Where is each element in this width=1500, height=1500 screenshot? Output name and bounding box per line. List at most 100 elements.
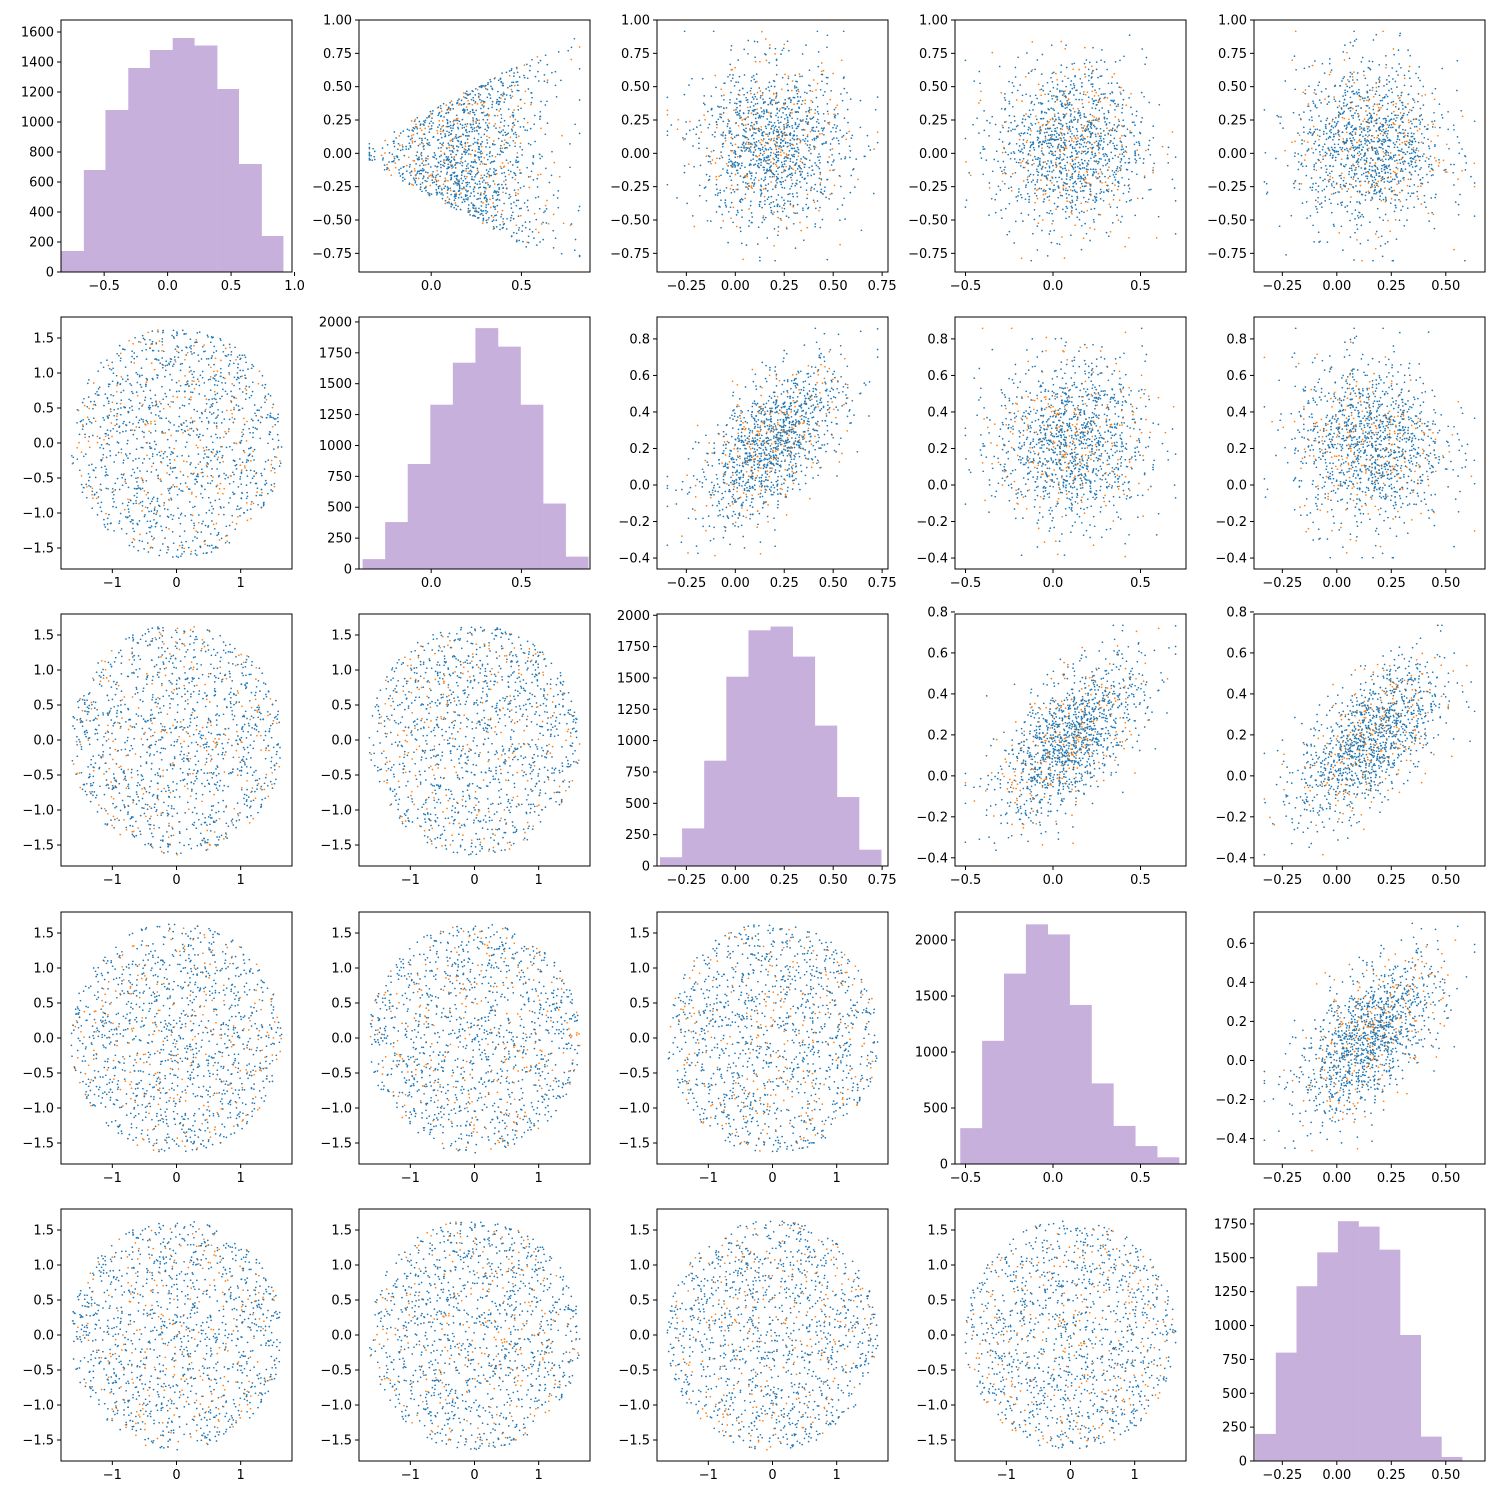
scatter-point (781, 210, 784, 213)
scatter-point (764, 38, 767, 40)
histogram-bar (814, 725, 838, 866)
scatter-point (1395, 102, 1397, 105)
scatter-point (463, 102, 466, 105)
scatter-point (702, 102, 705, 105)
scatter-point (484, 84, 487, 87)
scatter-point (440, 170, 442, 173)
scatter-point (444, 180, 446, 183)
scatter-point (1028, 126, 1030, 129)
scatter-point (809, 130, 812, 133)
scatter-point (406, 128, 409, 131)
scatter-point (428, 192, 431, 195)
scatter-point (774, 259, 776, 262)
scatter-point (1046, 131, 1048, 134)
scatter-point (1329, 175, 1332, 178)
scatter-point (978, 70, 981, 73)
scatter-point (999, 131, 1002, 133)
scatter-point (802, 134, 805, 137)
scatter-point (743, 93, 745, 96)
scatter-point (1071, 213, 1073, 215)
scatter-point (1347, 107, 1350, 110)
scatter-point (1119, 161, 1122, 163)
scatter-point (469, 185, 471, 188)
scatter-point (438, 124, 441, 126)
scatter-point (755, 132, 757, 134)
scatter-point (773, 85, 776, 88)
scatter-point (779, 138, 782, 141)
scatter-point (467, 207, 470, 210)
scatter-point (1052, 169, 1055, 172)
scatter-point (1396, 183, 1398, 186)
scatter-point (802, 239, 805, 242)
scatter-point (1377, 236, 1380, 239)
scatter-point (479, 151, 481, 154)
scatter-point (839, 219, 841, 222)
scatter-point (526, 166, 528, 169)
scatter-point (1086, 209, 1089, 212)
scatter-point (757, 139, 760, 142)
y-tick-label: 1500 (617, 671, 650, 686)
scatter-point (1081, 130, 1084, 132)
scatter-point (707, 160, 710, 163)
scatter-point (509, 219, 512, 222)
scatter-point (737, 124, 740, 127)
scatter-point (1356, 163, 1359, 165)
scatter-point (448, 146, 451, 149)
scatter-point (841, 204, 844, 206)
scatter-point (1102, 130, 1105, 132)
scatter-point (1406, 184, 1409, 187)
scatter-point (1077, 175, 1080, 178)
scatter-point (1095, 176, 1097, 178)
scatter-point (1128, 97, 1130, 99)
scatter-point (1033, 155, 1036, 158)
scatter-point (514, 142, 516, 144)
scatter-point (692, 128, 695, 131)
scatter-point (703, 114, 705, 116)
scatter-point (718, 106, 721, 108)
scatter-point (755, 141, 758, 143)
scatter-point (1384, 213, 1387, 216)
scatter-point (511, 81, 513, 84)
scatter-point (1148, 144, 1150, 147)
scatter-point (768, 47, 771, 49)
scatter-point (834, 114, 837, 117)
scatter-point (512, 116, 515, 118)
scatter-point (806, 193, 809, 196)
scatter-point (1043, 198, 1046, 200)
x-tick-label: 0.00 (721, 279, 750, 294)
scatter-point (785, 226, 788, 229)
scatter-point (499, 100, 501, 103)
scatter-point (1078, 218, 1081, 221)
scatter-point (820, 73, 823, 76)
scatter-point (755, 113, 757, 116)
scatter-point (745, 117, 747, 119)
scatter-point (1123, 184, 1126, 187)
histogram-bar (1255, 1433, 1277, 1461)
scatter-point (682, 137, 684, 139)
scatter-point (1358, 94, 1361, 97)
scatter-point (749, 204, 752, 207)
scatter-point (840, 185, 842, 188)
scatter-point (726, 123, 729, 125)
scatter-point (486, 172, 489, 175)
scatter-point (1378, 146, 1381, 149)
scatter-point (765, 109, 768, 111)
scatter-point (1412, 146, 1415, 149)
scatter-point (1417, 185, 1419, 188)
scatter-point (750, 87, 753, 90)
scatter-point (1072, 107, 1075, 110)
scatter-point (1143, 95, 1145, 98)
scatter-series (666, 30, 879, 261)
scatter-point (520, 107, 522, 110)
scatter-point (489, 184, 492, 187)
scatter-point (764, 53, 766, 55)
scatter-point (1035, 118, 1038, 121)
scatter-point (1092, 124, 1095, 127)
scatter-point (439, 163, 442, 166)
scatter-point (1140, 91, 1143, 94)
scatter-point (1096, 162, 1099, 165)
scatter-point (456, 122, 459, 125)
scatter-point (791, 124, 793, 127)
scatter-point (819, 206, 821, 209)
y-tick-label: 1500 (915, 990, 948, 1005)
